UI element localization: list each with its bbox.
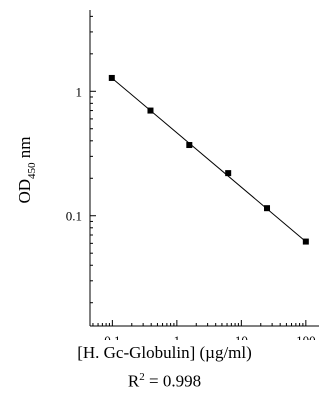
x-tick-label: 100 [296,333,316,340]
x-axis-label: [H. Gc-Globulin] (µg/ml) [77,343,252,362]
chart-area: 0.1 1 10 100 0.1 1 OD450 nm [15,10,319,340]
data-point [225,170,232,177]
x-tick-label: 0.1 [104,333,120,340]
chart-axes: 0.1 1 10 100 0.1 1 [66,10,319,340]
fit-line [111,77,307,242]
x-tick-label: 1 [174,333,181,340]
data-point [108,74,115,81]
chart-marks [108,74,309,245]
data-point [147,107,154,114]
data-point [186,142,193,149]
r-squared-annotation: R2 = 0.998 [127,371,202,391]
y-tick-label: 0.1 [66,209,82,224]
data-point [302,238,309,245]
data-point [264,205,271,212]
x-tick-label: 10 [235,333,248,340]
y-tick-label: 1 [76,84,83,99]
y-axis-label: OD450 nm [15,136,38,203]
